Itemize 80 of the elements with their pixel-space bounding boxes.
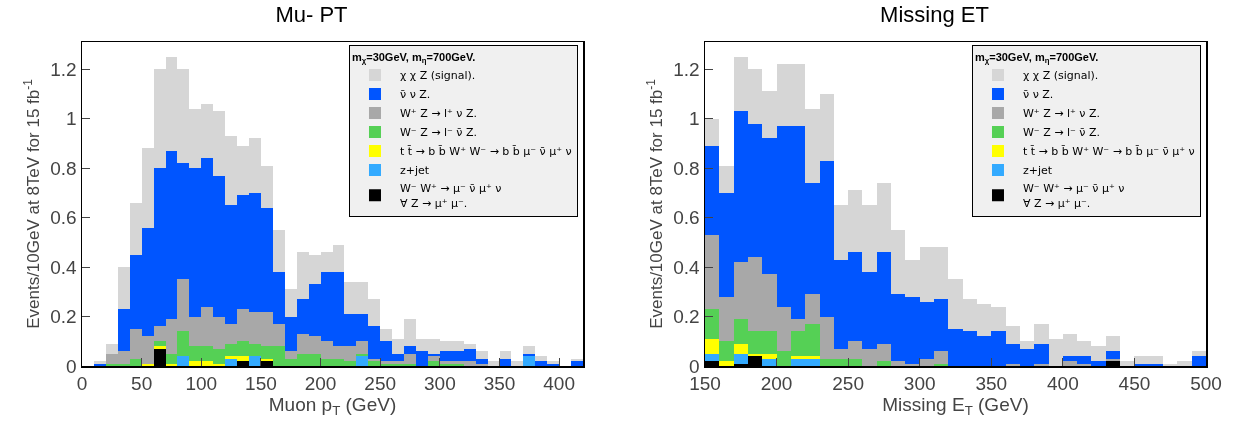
legend-label: W⁻ Z → l⁻ ν̄ Z. — [1022, 126, 1100, 140]
y-tick-label: 1.2 — [673, 58, 700, 80]
bar — [733, 343, 748, 354]
x-tick-label: 500 — [1190, 373, 1222, 395]
bar — [705, 353, 720, 362]
bar — [705, 338, 720, 354]
legend-label: t t̄ → b b̄ W⁺ W⁻ → b b̄ μ⁻ ν̄ μ⁺ ν — [399, 145, 572, 159]
legend-title: m$_{χ}$=30GeV, m$_{η}$=700GeV. — [351, 50, 476, 65]
y-tick-label: 0.2 — [673, 306, 700, 328]
y-tick-label: 0.8 — [50, 157, 77, 179]
bar — [105, 343, 118, 354]
bar — [719, 361, 734, 366]
bar — [475, 351, 488, 359]
bar — [272, 229, 285, 273]
bar — [719, 165, 734, 193]
bar — [511, 361, 524, 366]
bar — [705, 118, 720, 146]
legend-label: W⁻ Z → l⁻ ν̄ Z. — [399, 126, 477, 140]
legend-label: χ χ Z (signal). — [1022, 69, 1099, 83]
bar — [705, 309, 720, 339]
bar — [876, 361, 892, 366]
bar — [153, 346, 166, 349]
y-tick-label: 0.4 — [50, 256, 78, 278]
chart-title: Missing ET — [880, 1, 989, 27]
y-tick-label: 1 — [689, 108, 700, 130]
legend-label: W⁻ W⁺ → μ⁻ ν̄ μ⁺ ν ∀ Z → μ⁺ μ⁻. — [399, 182, 502, 210]
bar — [249, 356, 261, 366]
legend-label: W⁺ Z → l⁺ ν Z. — [399, 107, 477, 121]
legend-label: W⁻ W⁺ → μ⁻ ν̄ μ⁺ ν ∀ Z → μ⁺ μ⁻. — [1022, 182, 1125, 210]
x-tick-label: 250 — [832, 373, 864, 395]
bar — [733, 353, 748, 364]
y-tick-label: 0.2 — [50, 306, 77, 328]
x-tick-label: 200 — [760, 373, 793, 395]
bar — [117, 267, 130, 310]
legend-label: z+jet — [399, 164, 430, 178]
y-tick-label: 0.8 — [673, 157, 700, 179]
legend-label: z+jet — [1022, 164, 1053, 178]
x-axis-title: Muon p$_{T}$ (GeV) — [268, 394, 397, 419]
bar — [487, 361, 500, 366]
bar — [177, 356, 190, 366]
y-tick-label: 0.4 — [673, 256, 701, 278]
x-axis-title: Missing E$_{T}$ (GeV) — [882, 394, 1029, 419]
bar — [523, 356, 536, 366]
y-tick-label: 0.6 — [50, 207, 77, 229]
x-tick-label: 50 — [131, 373, 153, 395]
x-tick-label: 450 — [1118, 373, 1151, 395]
chart-title: Mu- PT — [275, 1, 348, 27]
y-tick-label: 0 — [66, 355, 77, 377]
bar — [499, 351, 512, 359]
bar — [1191, 356, 1206, 366]
y-tick-label: 1 — [66, 108, 77, 130]
legend-label: χ χ Z (signal). — [399, 69, 476, 83]
y-tick-label: 0.6 — [673, 207, 700, 229]
bar — [762, 358, 777, 366]
x-tick-label: 350 — [975, 373, 1008, 395]
legend-label: ν̄ ν Z. — [399, 88, 431, 102]
x-tick-label: 100 — [185, 373, 218, 395]
legend-label: t t̄ → b b̄ W⁺ W⁻ → b b̄ μ⁻ ν̄ μ⁺ ν — [1022, 145, 1195, 159]
x-tick-label: 400 — [1047, 373, 1079, 395]
bar — [1191, 351, 1206, 357]
bar — [356, 356, 369, 366]
bar — [1105, 351, 1121, 359]
y-tick-label: 1.2 — [50, 58, 77, 80]
legend-title: m$_{χ}$=30GeV, m$_{η}$=700GeV. — [974, 50, 1099, 65]
bar — [427, 361, 440, 366]
bar — [523, 346, 536, 354]
x-tick-label: 250 — [364, 373, 397, 395]
x-tick-label: 350 — [483, 373, 516, 395]
x-tick-label: 300 — [903, 373, 936, 395]
bar — [571, 361, 583, 366]
legend-label: W⁺ Z → l⁺ ν Z. — [1022, 107, 1100, 121]
x-tick-label: 200 — [304, 373, 337, 395]
bar — [535, 356, 548, 362]
x-tick-label: 300 — [424, 373, 456, 395]
legend-label: ν̄ ν Z. — [1022, 88, 1054, 102]
bar — [225, 358, 238, 366]
x-tick-label: 400 — [543, 373, 575, 395]
bar — [153, 341, 166, 347]
x-tick-label: 150 — [245, 373, 277, 395]
bar — [427, 356, 440, 362]
